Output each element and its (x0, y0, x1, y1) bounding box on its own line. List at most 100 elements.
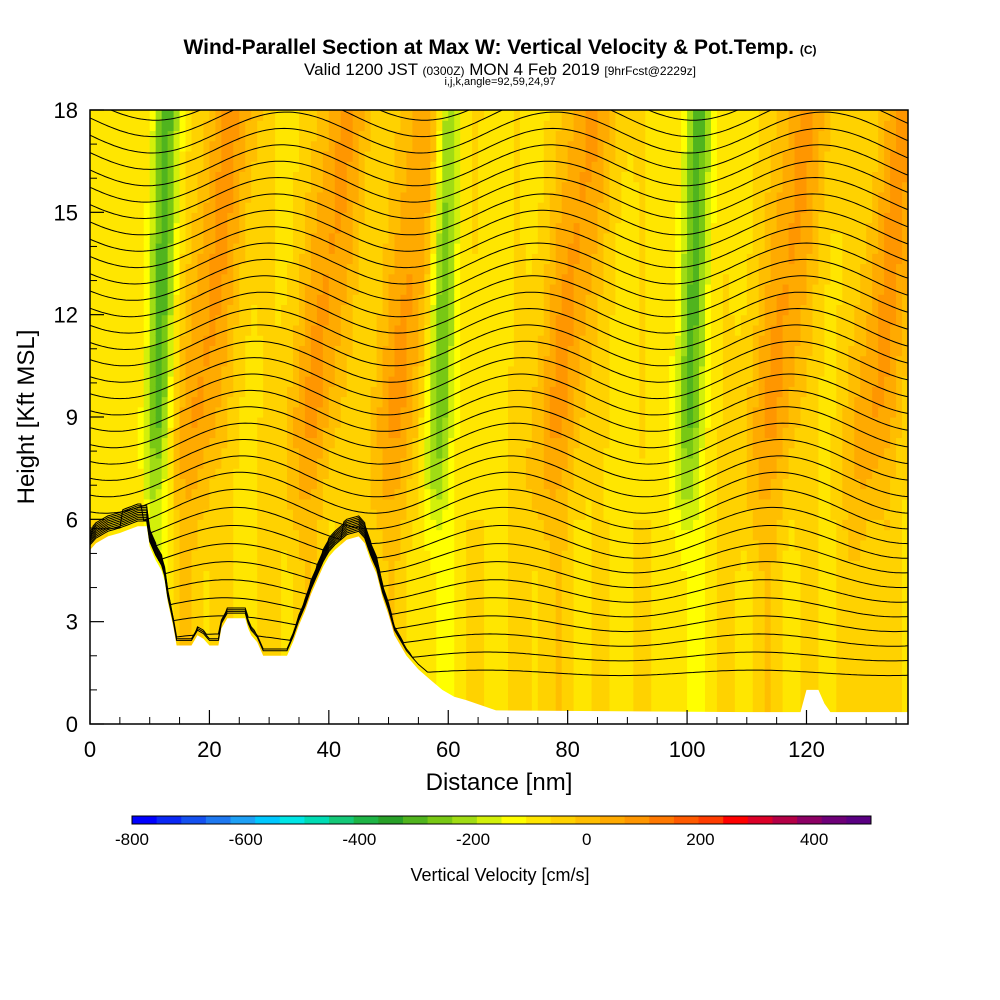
velocity-cell (376, 273, 384, 285)
velocity-cell (245, 314, 252, 326)
velocity-cell (328, 253, 336, 265)
velocity-cell (513, 601, 521, 613)
velocity-cell (454, 355, 461, 367)
velocity-cell (442, 488, 449, 500)
velocity-cell (95, 202, 103, 213)
velocity-cell (585, 683, 593, 694)
velocity-cell (107, 181, 115, 193)
velocity-cell (430, 232, 437, 244)
velocity-cell (370, 417, 378, 428)
velocity-cell (525, 273, 533, 285)
velocity-cell (203, 396, 211, 408)
velocity-cell (472, 672, 479, 684)
velocity-cell (304, 202, 312, 213)
velocity-cell (490, 140, 497, 152)
velocity-cell (263, 468, 270, 479)
velocity-cell (531, 120, 539, 132)
velocity-cell (472, 365, 479, 377)
velocity-cell (543, 468, 551, 479)
velocity-cell (561, 417, 569, 428)
velocity-cell (149, 478, 157, 490)
velocity-cell (227, 283, 234, 295)
velocity-cell (161, 457, 169, 469)
velocity-cell (478, 140, 485, 152)
velocity-cell (340, 335, 348, 346)
velocity-cell (107, 468, 115, 479)
velocity-cell (239, 427, 246, 439)
velocity-cell (245, 601, 252, 613)
velocity-cell (501, 150, 509, 162)
velocity-cell (519, 590, 527, 602)
velocity-cell (412, 652, 419, 664)
velocity-cell (197, 457, 205, 469)
velocity-cell (513, 140, 521, 152)
velocity-cell (436, 376, 443, 387)
velocity-cell (185, 365, 193, 377)
velocity-cell (304, 283, 312, 295)
velocity-cell (430, 519, 437, 531)
velocity-cell (316, 437, 324, 449)
velocity-cell (537, 642, 545, 653)
velocity-cell (496, 468, 503, 479)
velocity-cell (257, 509, 264, 520)
velocity-cell (221, 191, 228, 203)
velocity-cell (460, 161, 467, 172)
velocity-cell (215, 498, 222, 510)
velocity-cell (400, 611, 408, 623)
velocity-cell (573, 580, 581, 592)
velocity-cell (316, 120, 324, 132)
velocity-cell (281, 570, 288, 582)
velocity-cell (346, 335, 354, 346)
velocity-cell (275, 580, 282, 592)
velocity-cell (227, 376, 234, 387)
velocity-cell (501, 396, 509, 408)
velocity-cell (125, 283, 133, 295)
velocity-cell (233, 498, 240, 510)
velocity-cell (191, 376, 199, 387)
velocity-cell (328, 130, 336, 142)
velocity-cell (340, 294, 348, 306)
velocity-cell (376, 478, 384, 490)
velocity-cell (567, 335, 575, 346)
velocity-cell (191, 283, 199, 295)
velocity-cell (412, 161, 419, 172)
velocity-cell (263, 457, 270, 469)
velocity-cell (293, 294, 300, 306)
velocity-cell (185, 355, 193, 367)
velocity-cell (203, 376, 211, 387)
velocity-cell (173, 335, 181, 346)
velocity-cell (442, 243, 449, 254)
velocity-cell (137, 396, 145, 408)
velocity-cell (370, 345, 378, 357)
velocity-cell (585, 672, 593, 684)
velocity-cell (507, 171, 515, 183)
velocity-cell (179, 202, 187, 213)
velocity-cell (424, 652, 431, 664)
velocity-cell (406, 529, 414, 541)
velocity-cell (125, 202, 133, 213)
velocity-cell (525, 294, 533, 306)
velocity-cell (90, 202, 97, 213)
velocity-cell (454, 243, 461, 254)
velocity-cell (95, 191, 103, 203)
velocity-cell (412, 232, 419, 244)
velocity-cell (239, 161, 246, 172)
velocity-cell (245, 529, 252, 541)
velocity-cell (400, 283, 408, 295)
velocity-cell (209, 396, 216, 408)
velocity-cell (346, 529, 354, 541)
velocity-cell (209, 181, 216, 193)
velocity-cell (191, 191, 199, 203)
velocity-cell (394, 335, 402, 346)
velocity-cell (406, 601, 414, 613)
velocity-cell (496, 130, 503, 142)
velocity-cell (358, 263, 366, 275)
velocity-cell (346, 427, 354, 439)
velocity-cell (179, 417, 187, 428)
velocity-cell (131, 345, 139, 357)
velocity-cell (287, 406, 294, 418)
velocity-cell (513, 621, 521, 633)
velocity-cell (406, 488, 414, 500)
velocity-cell (394, 110, 402, 121)
velocity-cell (436, 263, 443, 275)
